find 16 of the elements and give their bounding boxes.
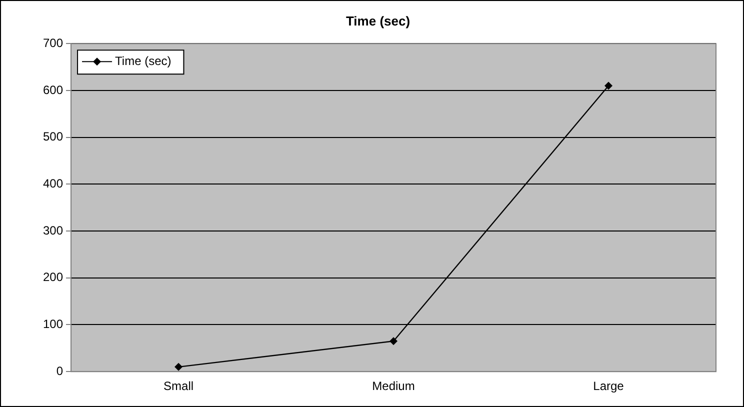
y-tick-label: 100 bbox=[42, 317, 64, 332]
chart-title: Time (sec) bbox=[346, 13, 410, 28]
y-tick-label: 400 bbox=[42, 176, 64, 190]
y-tick-label: 300 bbox=[42, 223, 64, 238]
x-tick-label: Small bbox=[164, 379, 194, 394]
y-tick-label: 600 bbox=[42, 82, 64, 97]
y-tick-label: 0 bbox=[56, 364, 64, 378]
legend-label: Time (sec) bbox=[115, 54, 172, 68]
x-tick-label: Medium bbox=[372, 379, 415, 394]
point bbox=[604, 82, 613, 90]
x-tick-label: Large bbox=[593, 379, 624, 394]
point bbox=[390, 337, 398, 346]
y-tick-label: 700 bbox=[42, 36, 64, 50]
y-tick-label: 200 bbox=[42, 270, 64, 284]
point bbox=[174, 362, 183, 371]
y-tick-label: 500 bbox=[42, 130, 64, 144]
